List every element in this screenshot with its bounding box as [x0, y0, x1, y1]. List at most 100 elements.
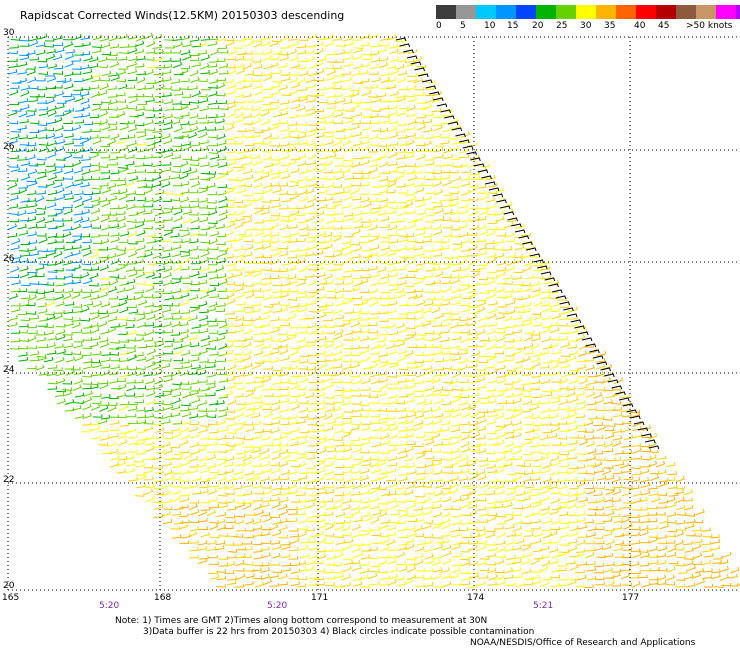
wind-barb	[380, 145, 390, 153]
wind-barb	[153, 280, 163, 284]
wind-barb	[63, 309, 74, 314]
wind-barb	[398, 511, 408, 518]
wind-barb	[701, 527, 711, 532]
wind-barb	[64, 83, 74, 90]
wind-barb	[134, 111, 145, 118]
wind-barb	[91, 190, 101, 195]
wind-barb	[254, 168, 264, 173]
wind-barb	[313, 217, 324, 224]
wind-barb	[352, 100, 362, 104]
wind-barb	[360, 425, 371, 432]
wind-barb	[378, 197, 388, 203]
wind-barb	[434, 143, 444, 148]
wind-barb	[360, 256, 370, 264]
wind-barb	[551, 313, 562, 320]
wind-barb	[91, 77, 101, 83]
wind-barb	[666, 462, 676, 467]
wind-barb	[511, 420, 522, 426]
wind-barb	[64, 251, 74, 259]
wind-barb	[116, 153, 126, 159]
wind-barb	[110, 133, 120, 140]
wind-barb	[206, 474, 216, 481]
wind-barb	[512, 558, 522, 565]
wind-barb	[488, 574, 498, 581]
wind-barb	[414, 553, 424, 560]
wind-barb	[476, 497, 487, 502]
wind-barb	[109, 352, 119, 356]
wind-barb	[260, 531, 270, 537]
wind-barb	[604, 503, 614, 509]
wind-barb	[370, 563, 381, 568]
wind-barb	[397, 545, 408, 551]
wind-barb	[503, 420, 513, 427]
wind-barb	[270, 212, 281, 217]
wind-barb	[38, 110, 49, 116]
wind-barb	[82, 249, 92, 257]
wind-barb	[272, 187, 282, 194]
wind-barb	[269, 573, 280, 579]
wind-barb	[272, 282, 283, 287]
wind-barb	[350, 373, 360, 378]
wind-barb	[26, 258, 37, 264]
wind-barb	[488, 368, 498, 376]
wind-barb	[524, 435, 535, 441]
wind-barb	[335, 442, 345, 447]
wind-barb	[245, 226, 255, 231]
wind-barb	[379, 318, 389, 322]
wind-barb	[380, 117, 391, 124]
wind-barb	[47, 189, 58, 196]
wind-barb	[443, 407, 454, 413]
wind-barb	[128, 270, 138, 278]
wind-barb	[134, 40, 145, 47]
wind-barb	[353, 45, 364, 50]
wind-barb	[260, 573, 271, 581]
wind-barb	[380, 245, 391, 251]
wind-barb	[513, 519, 523, 525]
wind-barb	[576, 489, 586, 497]
wind-barb	[335, 49, 346, 56]
wind-barb	[278, 205, 289, 210]
wind-barb	[404, 350, 414, 357]
wind-barb	[146, 168, 156, 174]
wind-barb	[493, 574, 504, 581]
wind-barb	[119, 124, 129, 131]
wind-barb	[443, 201, 454, 208]
wind-barb	[398, 86, 409, 91]
edge-wind-barb	[507, 217, 518, 222]
wind-barb	[612, 440, 622, 447]
wind-barb	[549, 279, 560, 286]
wind-barb	[377, 408, 388, 412]
wind-barb	[287, 297, 298, 301]
edge-wind-barb	[436, 103, 448, 108]
wind-barb	[180, 402, 191, 407]
wind-barb	[560, 413, 571, 420]
wind-barb	[208, 68, 219, 76]
edge-wind-barb	[444, 115, 455, 120]
wind-barb	[227, 398, 237, 406]
wind-barb	[433, 349, 443, 356]
wind-barb	[18, 97, 29, 104]
wind-barb	[296, 289, 307, 294]
wind-barb	[432, 457, 442, 462]
wind-barb	[236, 128, 247, 132]
wind-barb	[505, 539, 516, 546]
wind-barb	[368, 252, 378, 257]
wind-barb	[152, 293, 162, 299]
wind-barb	[433, 147, 444, 153]
wind-barb	[279, 292, 289, 299]
wind-barb	[243, 328, 253, 335]
wind-barb	[27, 168, 38, 175]
wind-barb	[145, 282, 155, 286]
wind-barb	[233, 177, 244, 182]
wind-barb	[17, 168, 28, 173]
edge-wind-barb	[499, 205, 511, 210]
wind-barb	[173, 505, 184, 511]
wind-barb	[308, 243, 318, 250]
wind-barb	[82, 289, 92, 293]
edge-wind-barb	[637, 427, 649, 432]
wind-barb	[352, 275, 363, 279]
wind-barb	[226, 237, 237, 242]
wind-barb	[305, 215, 315, 222]
wind-barb	[432, 390, 442, 397]
wind-barb	[281, 453, 291, 460]
